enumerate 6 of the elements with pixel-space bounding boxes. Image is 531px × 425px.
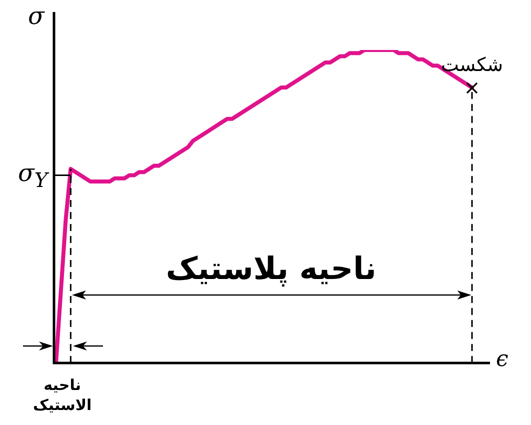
annotation: شکست: [441, 54, 504, 76]
ref-line-label: σ$_{Y}$: [18, 158, 48, 192]
x-axis-title: ϵ: [496, 347, 508, 372]
text: ناحیه الاستیک: [32, 375, 93, 416]
y-axis-title: σ: [28, 2, 44, 30]
annotation: ناحیه پلاستیک: [166, 251, 376, 287]
